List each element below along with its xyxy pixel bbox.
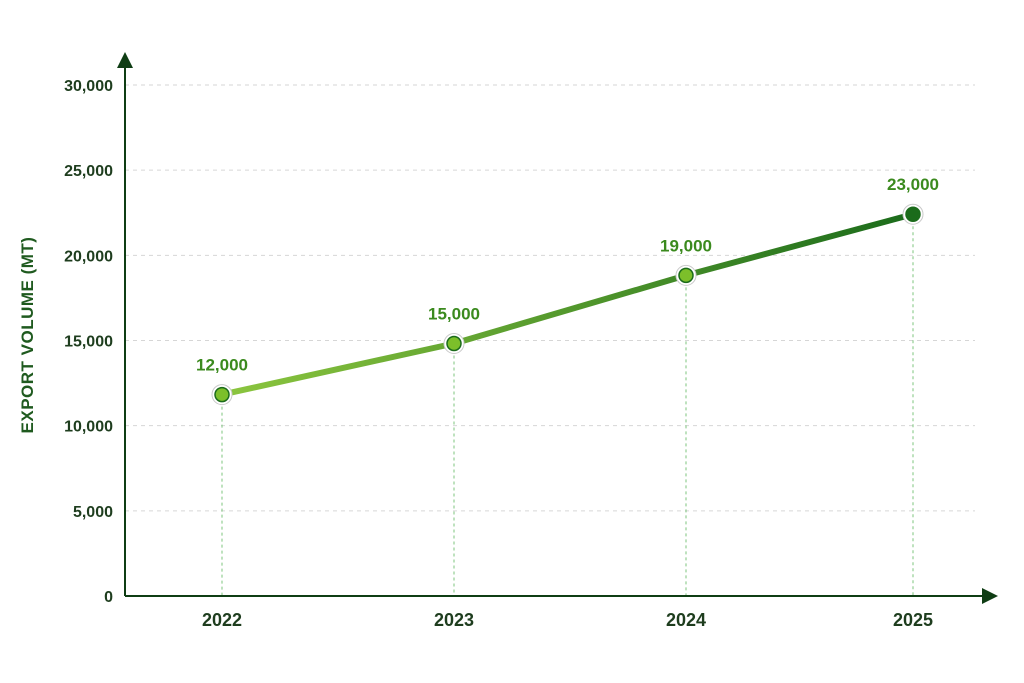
- y-tick-label: 5,000: [73, 504, 113, 521]
- data-point: [214, 386, 230, 403]
- y-tick-label: 20,000: [64, 248, 113, 265]
- drop-lines: [221, 214, 914, 596]
- y-tick-label: 10,000: [64, 419, 113, 436]
- x-tick-label: 2023: [434, 610, 474, 630]
- y-axis-label: EXPORT VOLUME (MT): [18, 237, 37, 434]
- data-label: 12,000: [196, 356, 248, 375]
- y-tick-label: 0: [104, 589, 113, 606]
- y-tick-label: 15,000: [64, 334, 113, 351]
- y-tick-label: 30,000: [64, 78, 113, 95]
- data-points: [211, 203, 924, 406]
- y-tick-labels: 0 5,000 10,000 15,000 20,000 25,000 30,000: [64, 78, 113, 606]
- grid-lines: [125, 84, 975, 512]
- data-label: 23,000: [887, 175, 939, 194]
- x-tick-label: 2022: [202, 610, 242, 630]
- data-label: 19,000: [660, 236, 712, 255]
- x-tick-label: 2024: [666, 610, 706, 630]
- data-labels: 12,000 15,000 19,000 23,000: [196, 175, 939, 374]
- data-point: [905, 206, 921, 222]
- data-label: 15,000: [428, 305, 480, 324]
- data-point: [446, 335, 462, 352]
- x-tick-labels: 2022 2023 2024 2025: [202, 610, 933, 630]
- series-line: [219, 211, 916, 398]
- y-tick-label: 25,000: [64, 163, 113, 180]
- x-tick-label: 2025: [893, 610, 933, 630]
- data-point: [678, 267, 694, 284]
